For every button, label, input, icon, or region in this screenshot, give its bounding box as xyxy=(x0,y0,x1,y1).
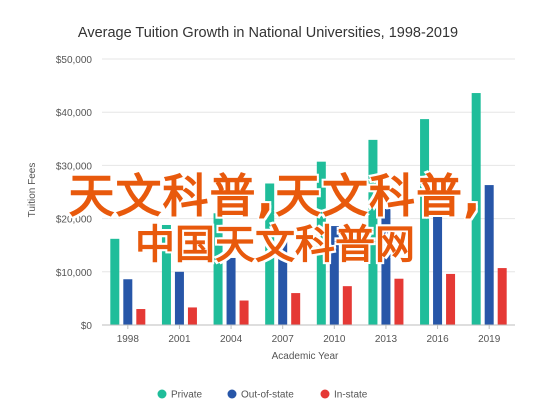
x-tick-label: 2013 xyxy=(375,334,398,345)
watermark-text-line-2: 中国天文科普网 xyxy=(135,222,415,268)
x-tick-label: 2004 xyxy=(220,334,243,345)
legend-label: Out-of-state xyxy=(241,390,294,401)
y-axis-ticks: $0 $10,000 $20,000 $30,000 $40,000 $50,000 xyxy=(56,55,93,332)
bar-out-of-state-2019 xyxy=(484,185,494,325)
legend-label: Private xyxy=(171,390,203,401)
x-tick-label: 2019 xyxy=(478,334,501,345)
grid-lines xyxy=(102,58,515,273)
bar-out-of-state-2004 xyxy=(226,257,236,325)
bar-in-state-1998 xyxy=(136,309,146,325)
legend-label: In-state xyxy=(334,390,368,401)
y-tick-label: $50,000 xyxy=(56,55,93,66)
bar-private-2016 xyxy=(420,119,430,325)
bar-in-state-2019 xyxy=(497,268,507,325)
bar-in-state-2001 xyxy=(187,307,197,325)
bar-private-2001 xyxy=(161,224,171,325)
bar-in-state-2013 xyxy=(394,278,404,325)
bar-in-state-2016 xyxy=(446,273,456,325)
bar-in-state-2010 xyxy=(342,286,352,325)
bar-private-1998 xyxy=(110,238,120,325)
legend-marker-private xyxy=(157,389,167,399)
y-tick-label: $20,000 xyxy=(56,215,93,226)
bar-private-2013 xyxy=(368,139,378,325)
bar-out-of-state-2001 xyxy=(174,271,184,325)
bar-private-2007 xyxy=(265,183,275,325)
legend-marker-in-state xyxy=(320,389,330,399)
bar-out-of-state-2007 xyxy=(278,240,288,325)
watermark-text-line-1: 天文科普,天文科普, xyxy=(68,169,482,223)
bar-private-2010 xyxy=(316,161,326,325)
bar-in-state-2004 xyxy=(239,300,249,325)
bar-out-of-state-2013 xyxy=(381,209,391,325)
x-tick-label: 1998 xyxy=(117,334,140,345)
bar-out-of-state-2010 xyxy=(329,226,339,325)
bar-out-of-state-2016 xyxy=(433,193,443,325)
x-tick-label: 2010 xyxy=(323,334,346,345)
y-tick-label: $10,000 xyxy=(56,268,93,279)
bar-in-state-2007 xyxy=(291,293,301,325)
y-tick-label: $0 xyxy=(81,321,93,332)
x-axis-ticks: 1998 2001 2004 2007 2010 2013 2016 2019 xyxy=(117,325,501,345)
y-axis-label: Tuition Fees xyxy=(27,163,38,218)
x-axis-label: Academic Year xyxy=(272,351,339,362)
x-tick-label: 2016 xyxy=(426,334,449,345)
chart-title: Average Tuition Growth in National Unive… xyxy=(78,25,458,41)
x-tick-label: 2001 xyxy=(168,334,191,345)
bar-private-2004 xyxy=(213,213,223,325)
bar-out-of-state-1998 xyxy=(123,279,133,325)
y-tick-label: $40,000 xyxy=(56,108,93,119)
legend-marker-out-of-state xyxy=(227,389,237,399)
legend: Private Out-of-state In-state xyxy=(157,389,368,401)
x-tick-label: 2007 xyxy=(272,334,295,345)
y-tick-label: $30,000 xyxy=(56,161,93,172)
bar-private-2019 xyxy=(471,93,481,325)
bars xyxy=(110,93,507,325)
